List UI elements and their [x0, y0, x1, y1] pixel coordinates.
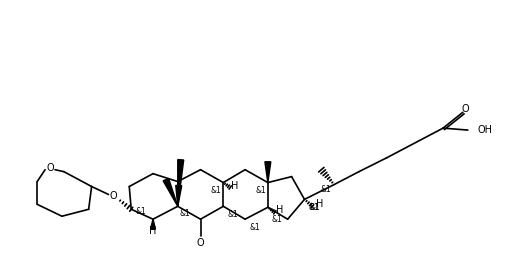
Text: H: H: [275, 205, 283, 215]
Polygon shape: [264, 162, 270, 183]
Text: O: O: [46, 163, 54, 173]
Text: O: O: [460, 104, 468, 114]
Text: O: O: [196, 238, 204, 248]
Text: &1: &1: [227, 210, 237, 219]
Text: &1: &1: [255, 186, 265, 195]
Text: H: H: [231, 180, 238, 190]
Text: &1: &1: [248, 223, 259, 232]
Text: &1: &1: [179, 209, 190, 218]
Text: &1: &1: [309, 203, 320, 212]
Text: &1: &1: [135, 207, 145, 216]
Text: H: H: [149, 226, 157, 236]
Polygon shape: [163, 178, 177, 206]
Text: &1: &1: [320, 185, 331, 194]
Polygon shape: [150, 219, 155, 229]
Text: &1: &1: [308, 203, 319, 212]
Text: O: O: [110, 192, 117, 202]
Polygon shape: [175, 185, 181, 206]
Text: &1: &1: [210, 186, 221, 195]
Text: &1: &1: [271, 215, 282, 224]
Text: OH: OH: [477, 125, 492, 135]
Text: H: H: [316, 199, 323, 209]
Polygon shape: [177, 160, 183, 206]
